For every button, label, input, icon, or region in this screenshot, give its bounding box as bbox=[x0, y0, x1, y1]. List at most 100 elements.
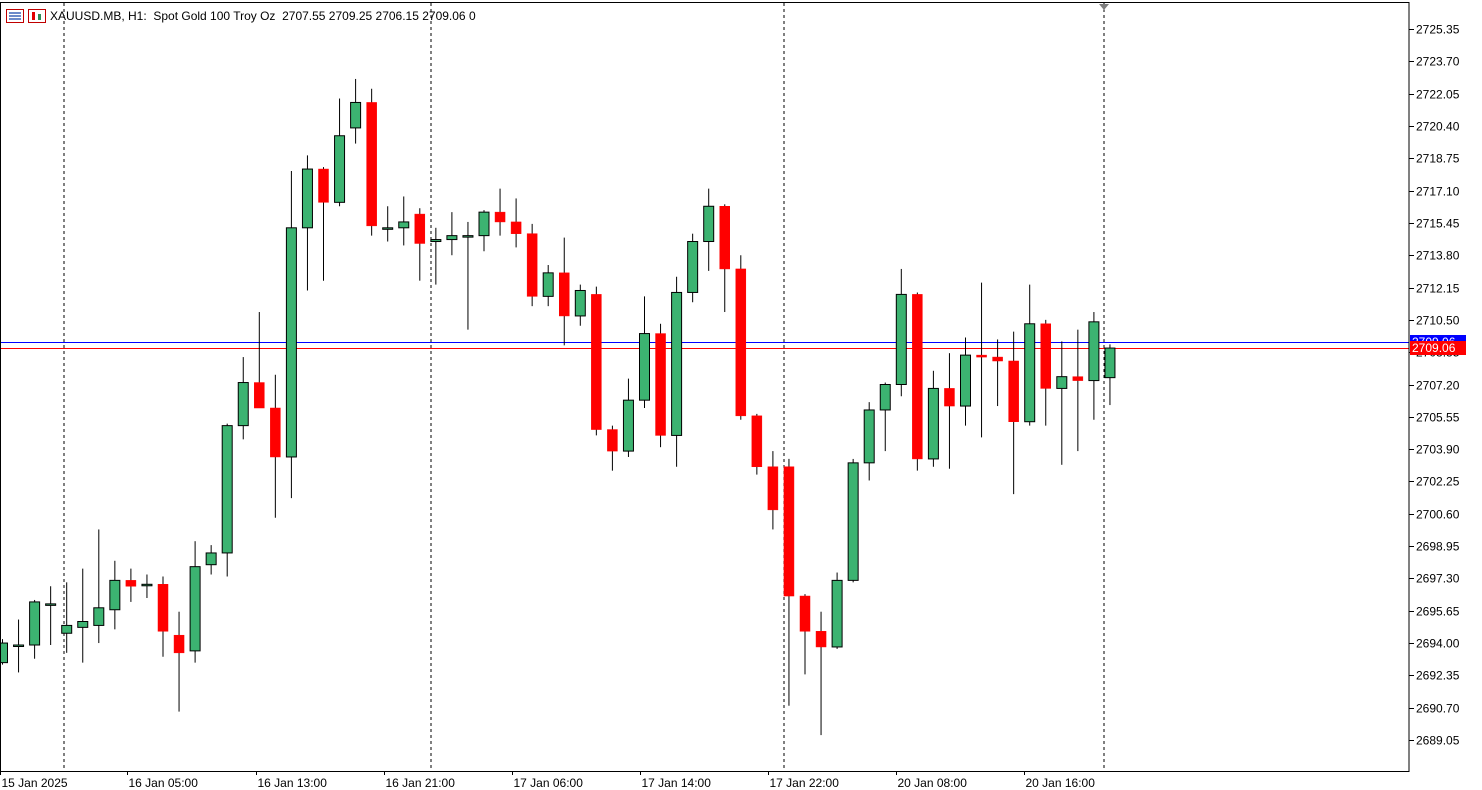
y-tick-label: 2722.05 bbox=[1416, 88, 1460, 102]
bear-candle-body bbox=[366, 102, 377, 227]
bear-candle-body bbox=[655, 333, 666, 436]
bull-candle-body bbox=[895, 293, 907, 385]
chart-type-icon[interactable] bbox=[28, 9, 46, 23]
candle bbox=[318, 167, 329, 281]
candle bbox=[1024, 284, 1036, 426]
bear-candle-body bbox=[318, 168, 329, 203]
chart-shift-marker[interactable] bbox=[1099, 4, 1109, 10]
price-axis: 2725.35 2723.70 2722.05 2720.40 2718.75 2717.… bbox=[1409, 23, 1460, 748]
ohlc-values: 2707.55 2709.25 2706.15 2709.06 bbox=[282, 9, 466, 23]
symbol-list-icon[interactable] bbox=[6, 9, 24, 23]
candle bbox=[879, 382, 891, 452]
y-tick-label: 2700.60 bbox=[1416, 508, 1460, 522]
x-tick-label: 20 Jan 16:00 bbox=[1026, 776, 1096, 790]
candle bbox=[125, 568, 137, 602]
candle bbox=[815, 611, 827, 736]
y-tick-label: 2690.70 bbox=[1416, 702, 1460, 716]
price-lines bbox=[0, 342, 1409, 349]
bull-candle-body bbox=[462, 235, 474, 238]
candle bbox=[270, 374, 281, 518]
candle bbox=[446, 212, 458, 256]
bull-candle-body bbox=[45, 603, 57, 606]
candle bbox=[574, 284, 586, 326]
chart-header: XAUUSD.MB, H1: Spot Gold 100 Troy Oz 270… bbox=[6, 6, 476, 26]
bull-candle-body bbox=[334, 135, 346, 203]
bull-candle-body bbox=[189, 566, 201, 652]
candle bbox=[847, 458, 859, 583]
bull-candle-body bbox=[205, 552, 217, 566]
candle bbox=[93, 529, 105, 644]
candle bbox=[944, 353, 955, 469]
bear-candle-body bbox=[254, 382, 265, 409]
candle bbox=[655, 323, 666, 448]
y-tick-label: 2723.70 bbox=[1416, 55, 1460, 69]
candle bbox=[1040, 319, 1051, 426]
candle bbox=[831, 572, 843, 649]
symbol-description: Spot Gold 100 Troy Oz bbox=[153, 9, 276, 23]
candle bbox=[366, 88, 377, 236]
bull-candle-body bbox=[446, 235, 458, 241]
bull-candle-body bbox=[13, 644, 25, 648]
candle bbox=[1104, 344, 1116, 406]
x-tick-label: 17 Jan 06:00 bbox=[514, 776, 584, 790]
bull-candle-body bbox=[350, 101, 362, 129]
candle bbox=[334, 98, 346, 207]
bear-candle-body bbox=[719, 206, 730, 270]
candle bbox=[237, 357, 249, 440]
price-tags: 2709.062709.06 bbox=[1410, 335, 1466, 355]
period-separators bbox=[63, 3, 1105, 771]
bear-candle-body bbox=[526, 233, 538, 297]
bull-candle-body bbox=[687, 241, 699, 293]
bull-candle-body bbox=[622, 399, 634, 452]
candle bbox=[45, 586, 57, 646]
x-tick-label: 16 Jan 13:00 bbox=[258, 776, 328, 790]
candle bbox=[735, 255, 747, 420]
bear-candle-body bbox=[992, 356, 1003, 362]
bull-candle-body bbox=[847, 462, 859, 581]
candle bbox=[414, 208, 426, 281]
bear-candle-body bbox=[591, 294, 602, 430]
candle bbox=[799, 594, 811, 675]
x-tick-label: 20 Jan 08:00 bbox=[898, 776, 968, 790]
bull-candle-body bbox=[1104, 347, 1116, 379]
candle bbox=[77, 568, 89, 663]
volume-value: 0 bbox=[468, 9, 476, 23]
candle bbox=[109, 560, 121, 630]
bull-candle-body bbox=[221, 425, 233, 554]
candle bbox=[960, 337, 971, 426]
bull-candle-body bbox=[879, 384, 891, 411]
bull-candle-body bbox=[301, 168, 313, 229]
y-tick-label: 2692.35 bbox=[1416, 669, 1460, 683]
x-tick-label: 17 Jan 14:00 bbox=[642, 776, 712, 790]
candle bbox=[895, 268, 907, 397]
candle bbox=[992, 339, 1003, 407]
bull-candle-body bbox=[1088, 321, 1100, 382]
bull-candle-body bbox=[109, 579, 121, 611]
x-tick-label: 16 Jan 21:00 bbox=[386, 776, 456, 790]
candle bbox=[622, 378, 634, 457]
bull-candle-body bbox=[93, 607, 105, 626]
candle bbox=[559, 237, 570, 346]
bear-candle-body bbox=[1040, 323, 1051, 389]
x-tick-label: 15 Jan 2025 bbox=[2, 776, 68, 790]
y-tick-label: 2718.75 bbox=[1416, 152, 1460, 166]
bear-candle-body bbox=[799, 595, 811, 632]
bull-candle-body bbox=[285, 227, 297, 458]
candle bbox=[430, 227, 442, 285]
candle bbox=[382, 206, 394, 242]
bear-candle-body bbox=[751, 415, 763, 468]
candle bbox=[0, 639, 8, 665]
bull-candle-body bbox=[430, 239, 442, 243]
bear-candle-body bbox=[510, 221, 522, 234]
candle bbox=[591, 286, 602, 436]
candle bbox=[301, 155, 313, 291]
bear-candle-body bbox=[607, 429, 618, 452]
y-tick-label: 2702.25 bbox=[1416, 475, 1460, 489]
y-tick-label: 2712.15 bbox=[1416, 282, 1460, 296]
bear-candle-body bbox=[1008, 360, 1019, 422]
bull-candle-body bbox=[639, 333, 650, 401]
candle bbox=[671, 276, 683, 467]
candle bbox=[542, 265, 554, 307]
candle bbox=[687, 233, 699, 303]
